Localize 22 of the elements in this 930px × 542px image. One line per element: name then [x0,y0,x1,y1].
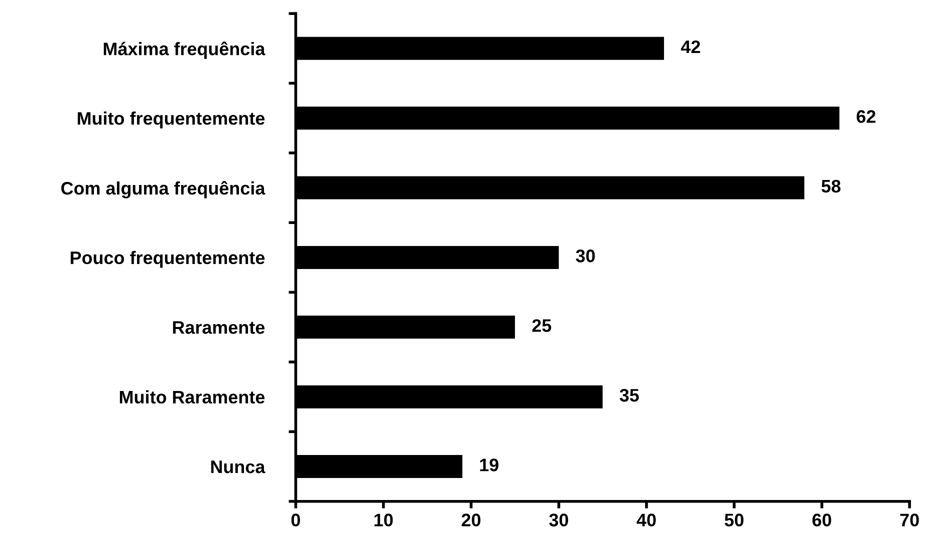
x-tick-label: 20 [462,514,480,526]
x-tick-label: 30 [549,514,568,526]
data-label: 25 [532,319,552,332]
x-tick-label: 40 [636,514,656,526]
data-label: 58 [822,180,841,193]
x-tick-label: 50 [724,514,744,526]
y-tick-label: Máxima frequência [104,42,266,59]
y-tick-label: Nunca [211,460,266,474]
data-label: 19 [480,458,498,472]
data-label: 62 [856,110,876,123]
y-tick-label: Muito Raramente [120,390,265,404]
y-tick-label: Raramente [173,321,265,334]
x-tick-label: 10 [374,514,393,526]
data-label: 42 [680,40,700,54]
x-tick-label: 60 [812,514,832,526]
data-label: 30 [576,250,595,262]
x-tick-label: 70 [900,514,919,526]
data-label: 35 [620,388,639,402]
y-tick-label: Pouco frequentemente [70,250,265,268]
x-tick-label: 0 [291,514,300,526]
y-tick-label: Muito frequentemente [78,112,265,128]
y-tick-label: Com alguma frequência [61,181,266,198]
